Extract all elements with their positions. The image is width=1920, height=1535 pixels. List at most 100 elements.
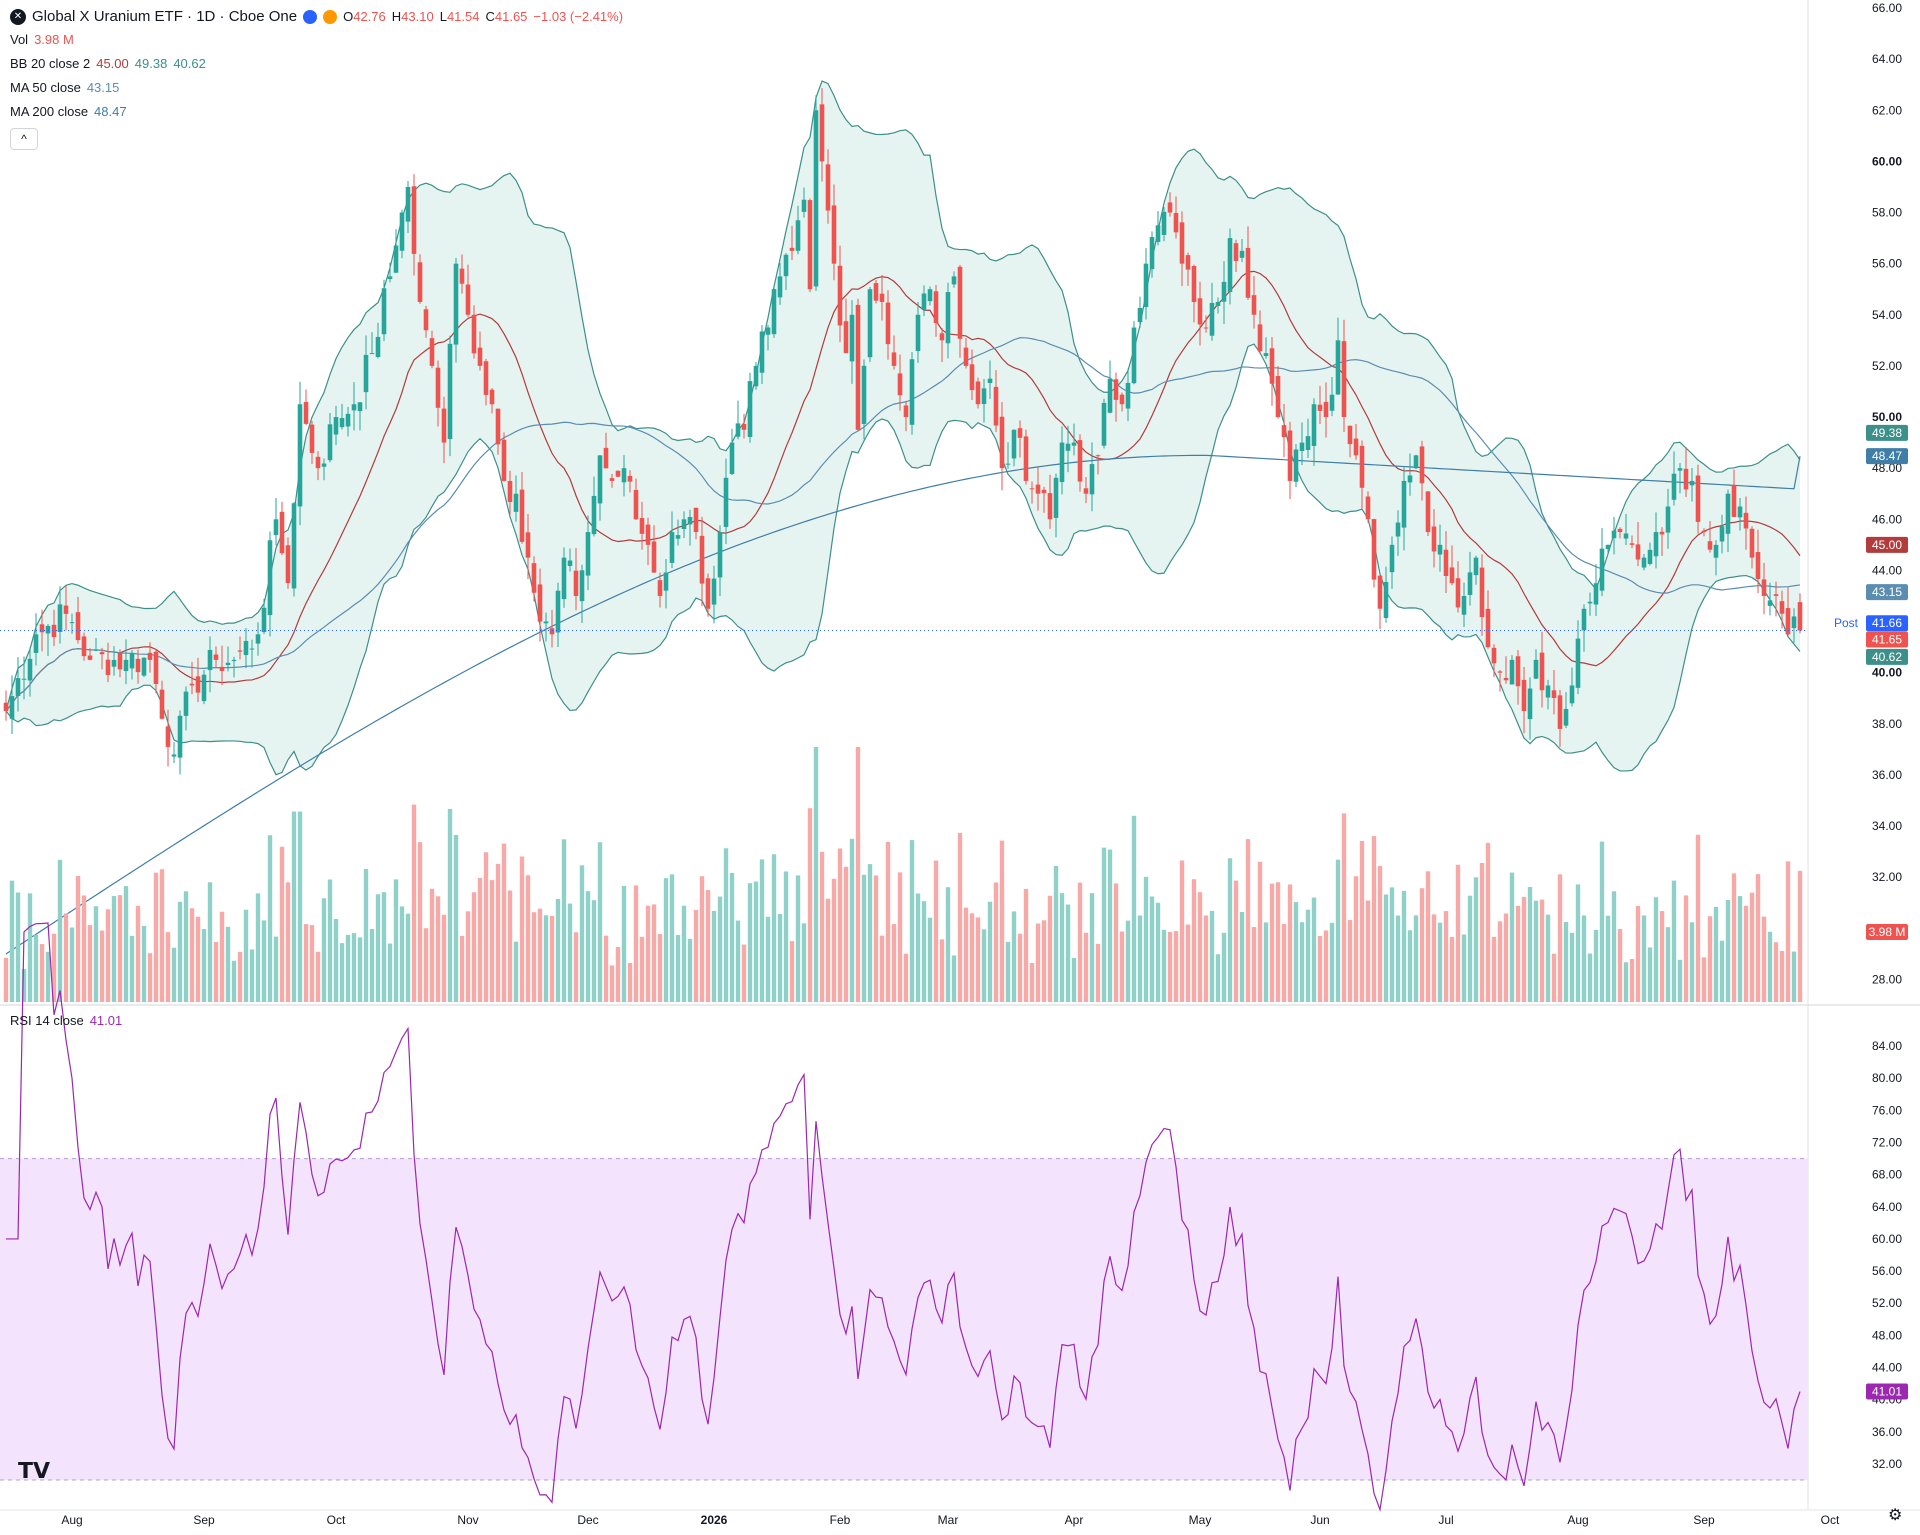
ohlc-low-value: 41.54 xyxy=(446,9,480,24)
candle-body xyxy=(669,532,675,563)
candle-body xyxy=(201,674,207,702)
price-badge xyxy=(1866,536,1908,553)
volume-bar xyxy=(111,896,117,1002)
candle-body xyxy=(189,683,195,686)
volume-bar xyxy=(537,908,543,1002)
rsi-tick-label: 84.00 xyxy=(1872,1039,1902,1053)
rsi-legend-row[interactable]: RSI 14 close 41.01 xyxy=(10,1013,122,1028)
volume-bar xyxy=(1521,896,1527,1002)
candle-body xyxy=(939,333,945,341)
candle-body xyxy=(255,634,261,644)
volume-bar xyxy=(1389,887,1395,1002)
volume-bar xyxy=(1197,892,1203,1002)
candle-body xyxy=(393,245,399,273)
candle-body xyxy=(1305,436,1311,450)
volume-bar xyxy=(561,839,567,1002)
candle-body xyxy=(1473,557,1479,576)
volume-bar xyxy=(141,925,147,1002)
volume-bar xyxy=(1719,940,1725,1002)
candle-body xyxy=(1731,484,1737,517)
candle-body xyxy=(1335,340,1341,395)
candle-body xyxy=(963,347,969,366)
volume-bar xyxy=(933,860,939,1002)
volume-bar xyxy=(1773,942,1779,1002)
time-axis-label: Sep xyxy=(1693,1513,1715,1527)
volume-bar xyxy=(1455,864,1461,1002)
candle-body xyxy=(537,584,543,622)
ma200-legend-row[interactable]: MA 200 close 48.47 xyxy=(10,104,127,119)
candle-body xyxy=(519,489,525,542)
candle-body xyxy=(495,408,501,445)
candle-body xyxy=(1251,295,1257,315)
symbol-title[interactable]: Global X Uranium ETF · 1D · Cboe One xyxy=(32,8,298,25)
volume-bar xyxy=(987,901,993,1002)
price-badge-label: 49.38 xyxy=(1872,426,1902,440)
candle-body xyxy=(105,659,111,676)
candle-body xyxy=(333,417,339,435)
price-tick-label: 52.00 xyxy=(1872,359,1902,373)
volume-bar xyxy=(1485,842,1491,1002)
volume-bar xyxy=(1497,921,1503,1002)
candle-body xyxy=(345,413,351,427)
gear-icon[interactable]: ⚙ xyxy=(1888,1507,1903,1524)
candle-body xyxy=(375,336,381,358)
volume-bar xyxy=(813,747,819,1002)
bb-legend-row[interactable]: BB 20 close 2 45.00 49.38 40.62 xyxy=(10,56,206,71)
candle-body xyxy=(165,726,171,747)
price-badge-label: 40.62 xyxy=(1872,650,1902,664)
candle-body xyxy=(1635,544,1641,560)
candle-body xyxy=(1035,484,1041,494)
ma50-legend-row[interactable]: MA 50 close 43.15 xyxy=(10,80,119,95)
volume-bar xyxy=(639,936,645,1002)
volume-bar xyxy=(1647,947,1653,1002)
volume-bar xyxy=(711,910,717,1002)
tradingview-logo-icon[interactable]: 𝗧𝗩 xyxy=(18,1458,51,1483)
candle-body xyxy=(1491,647,1497,664)
volume-bar xyxy=(591,900,597,1002)
candle-body xyxy=(1389,544,1395,573)
candle-body xyxy=(1557,695,1563,729)
candle-body xyxy=(603,447,609,469)
ohlc-open-value: 42.76 xyxy=(353,9,386,24)
candle-body xyxy=(705,578,711,609)
volume-bar xyxy=(1239,911,1245,1002)
candle-body xyxy=(1395,522,1401,537)
candle-body xyxy=(87,655,93,660)
candle-body xyxy=(933,291,939,324)
volume-bar xyxy=(1425,871,1431,1002)
volume-bar xyxy=(1065,904,1071,1002)
exchange-c-icon[interactable] xyxy=(303,9,318,24)
candle-body xyxy=(315,456,321,469)
volume-bar xyxy=(1707,916,1713,1002)
volume-bar xyxy=(687,938,693,1002)
candle-body xyxy=(681,519,687,530)
rsi-tick-label: 52.00 xyxy=(1872,1296,1902,1310)
candle-body xyxy=(1341,341,1347,418)
candle-body xyxy=(153,651,159,684)
volume-bar xyxy=(879,935,885,1002)
candle-body xyxy=(795,220,801,251)
volume-bar xyxy=(603,935,609,1002)
delayed-d-icon[interactable] xyxy=(323,9,338,24)
volume-bar xyxy=(1407,930,1413,1002)
candle-body xyxy=(1293,449,1299,482)
volume-bar xyxy=(771,854,777,1002)
candle-body xyxy=(1545,685,1551,698)
candle-body xyxy=(639,517,645,534)
volume-bar xyxy=(213,942,219,1002)
volume-bar xyxy=(207,882,213,1002)
volume-bar xyxy=(315,951,321,1002)
uranium-logo-icon[interactable]: ✕ xyxy=(10,8,26,25)
collapse-legend-button[interactable]: ^ xyxy=(10,128,38,150)
volume-bar xyxy=(105,909,111,1002)
candle-body xyxy=(1311,404,1317,446)
candle-body xyxy=(1695,475,1701,522)
volume-bar xyxy=(1731,873,1737,1002)
volume-bar xyxy=(9,880,15,1002)
volume-bar xyxy=(465,911,471,1002)
volume-legend-row[interactable]: Vol 3.98 M xyxy=(10,32,74,47)
volume-bar xyxy=(1749,892,1755,1002)
candle-body xyxy=(549,628,555,635)
